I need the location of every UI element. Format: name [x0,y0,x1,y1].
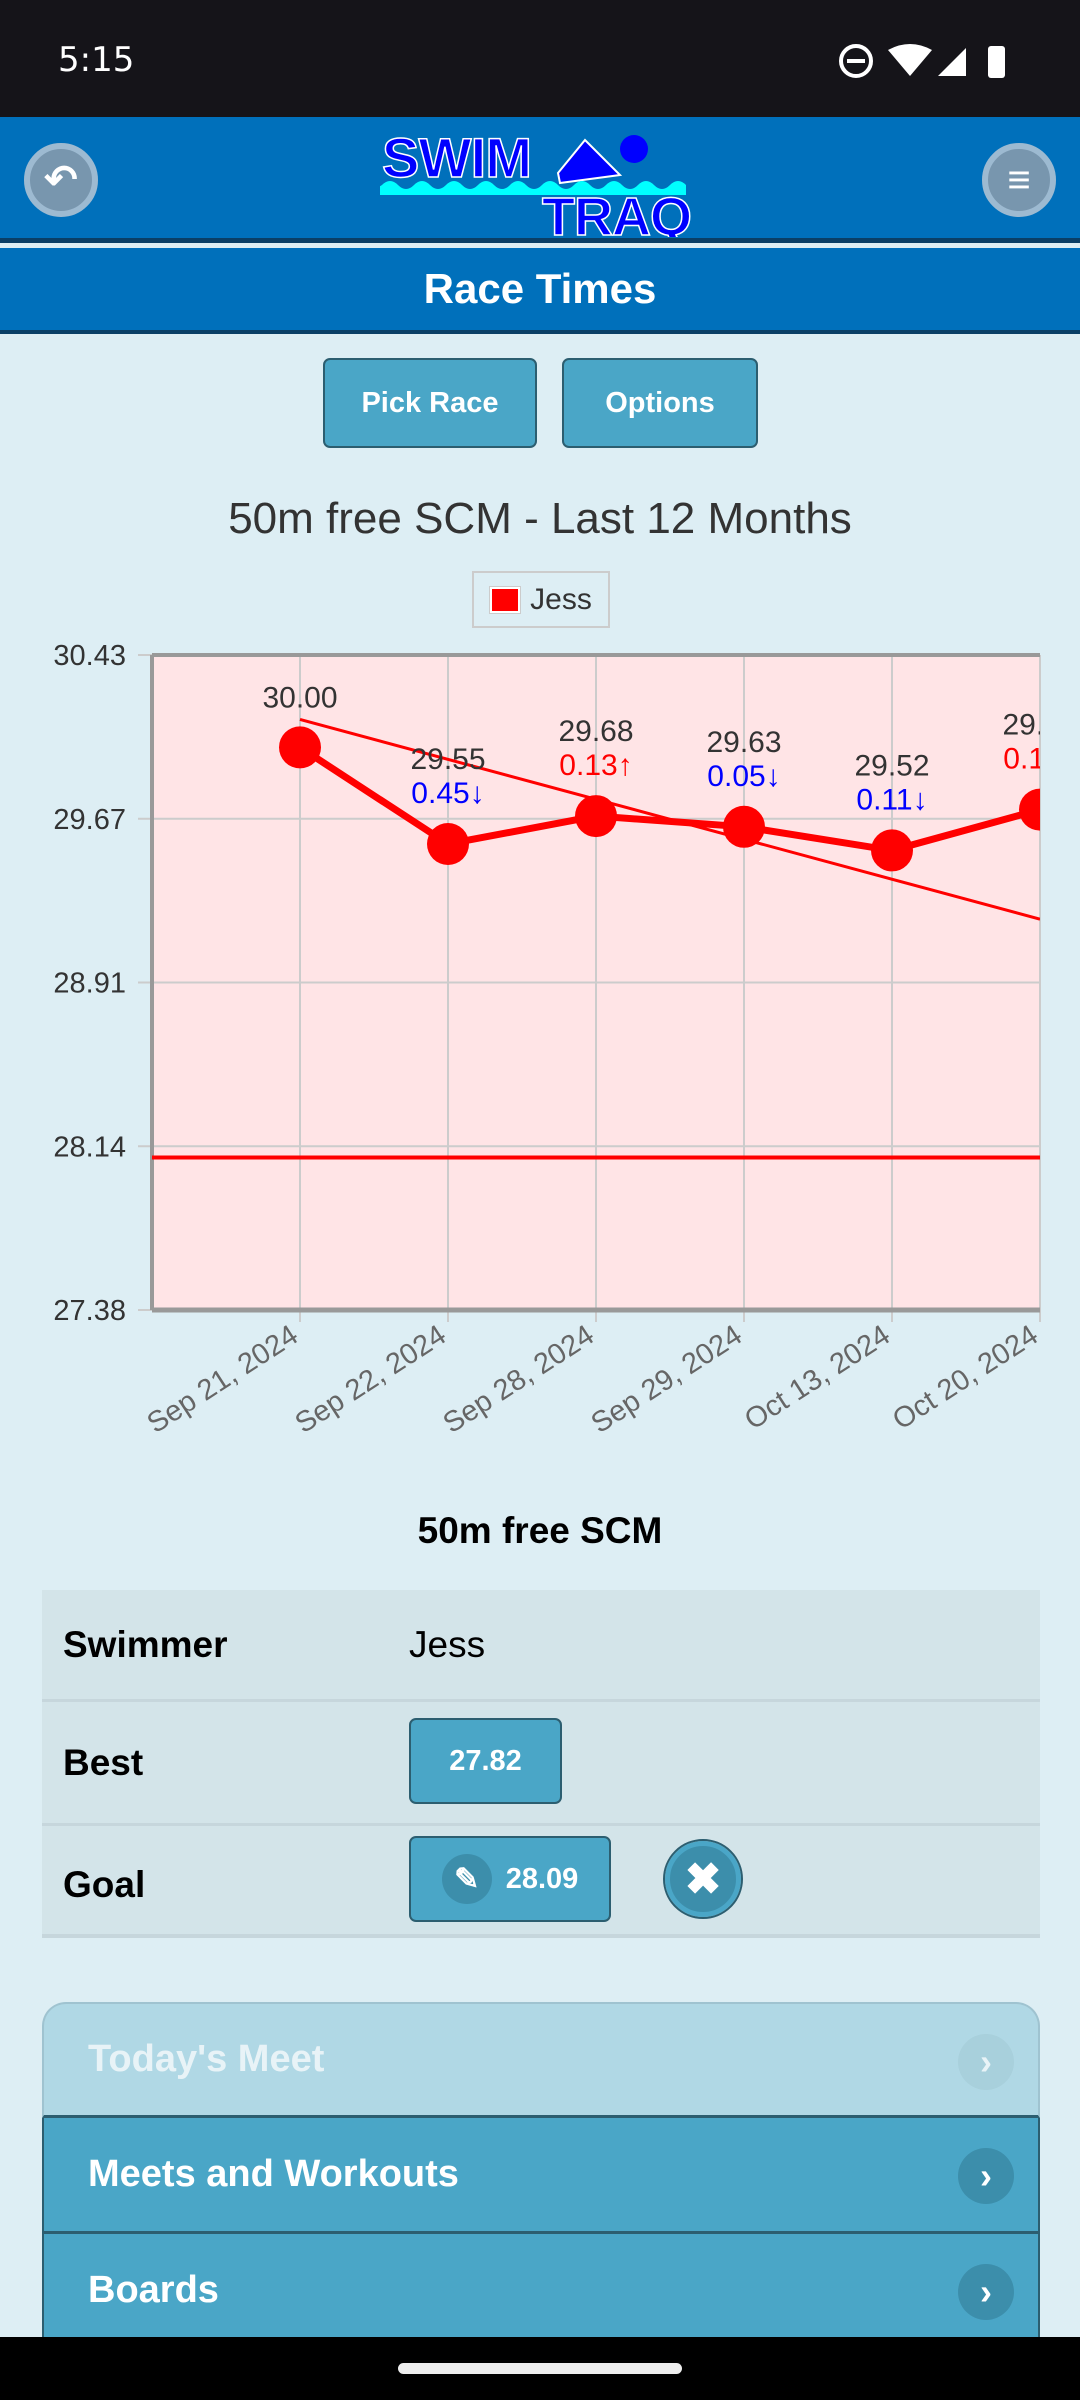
options-button[interactable]: Options [562,358,758,448]
clock: 5:15 [58,40,135,80]
best-label: Best [63,1742,144,1783]
menu-item-meets-and-workouts[interactable]: Meets and Workouts › [42,2118,1040,2234]
battery-icon [988,46,1005,78]
best-row: Best 27.82 [42,1702,1040,1826]
signal-icon [938,48,966,76]
menu-item-label: Today's Meet [88,2038,325,2080]
chevron-right-icon: › [958,2264,1014,2320]
hamburger-icon: ≡ [1007,157,1031,202]
y-tick-label: 29.67 [53,804,126,836]
pick-race-button[interactable]: Pick Race [323,358,537,448]
home-handle[interactable] [398,2363,682,2374]
delta-label: 0.13↑ [559,749,632,782]
edit-goal-button[interactable]: ✎ 28.09 [409,1836,611,1922]
x-tick-label: Sep 21, 2024 [142,1319,304,1440]
status-icons [839,44,1005,78]
undo-icon: ↶ [44,158,78,202]
app-header: ↶ SWIM TRAQ ≡ [0,117,1080,243]
swimmer-row: Swimmer Jess [42,1590,1040,1702]
svg-text:SWIM: SWIM [382,126,532,189]
goal-label: Goal [63,1864,146,1905]
y-tick-label: 27.38 [53,1295,126,1327]
wifi-icon [888,44,932,76]
pencil-icon: ✎ [441,1854,492,1904]
svg-text:TRAQ: TRAQ [542,187,692,237]
data-point [1019,788,1040,831]
delta-label: 0.11↓ [856,783,927,816]
y-tick-label: 28.14 [53,1131,126,1163]
menu-item-todays-meet[interactable]: Today's Meet › [42,2002,1040,2118]
y-tick-label: 28.91 [53,968,126,1000]
x-tick-label: Sep 22, 2024 [290,1319,452,1440]
goal-row: Goal ✎ 28.09 ✖ [42,1826,1040,1938]
legend-swatch [489,585,522,614]
value-label: 29.63 [706,726,781,759]
data-point [723,805,765,848]
chart-title: 50m free SCM - Last 12 Months [228,494,852,543]
x-tick-label: Sep 28, 2024 [438,1319,600,1440]
clear-goal-button[interactable]: ✖ [663,1839,743,1919]
value-label: 29.68 [558,715,633,748]
nav-menu: Today's Meet › Meets and Workouts › Boards… [42,2002,1040,2350]
close-icon: ✖ [684,1854,722,1904]
dnd-icon [839,44,873,78]
race-details-table: Swimmer Jess Best 27.82 Goal ✎ 28.09 ✖ [42,1590,1040,1938]
menu-item-label: Meets and Workouts [88,2153,459,2195]
value-label: 30.00 [262,681,337,714]
value-label: 29.52 [854,749,929,782]
race-title: 50m free SCM [417,1510,663,1551]
delta-label: 0.45↓ [411,777,484,810]
swimmer-label: Swimmer [63,1624,228,1665]
status-bar: 5:15 [0,0,1080,117]
series-group: 30.00 29.550.45↓ 29.680.13↑ 29.630.05↓ 29.52… [152,681,1077,1160]
y-tick-label: 30.43 [53,640,126,672]
data-point [427,822,469,865]
data-point [575,795,617,838]
value-label: 29.71 [1002,709,1077,742]
menu-button[interactable]: ≡ [982,143,1056,217]
menu-item-boards[interactable]: Boards › [42,2234,1040,2350]
x-tick-label: Oct 20, 2024 [887,1319,1044,1436]
swimtraq-logo: SWIM TRAQ [380,125,693,237]
chart-legend[interactable]: Jess [472,571,610,628]
data-point [871,829,913,872]
system-nav-bar [0,2337,1080,2400]
delta-label: 0.05↓ [707,760,780,793]
series-line-jess [298,744,1040,855]
chevron-right-icon: › [958,2034,1014,2090]
data-point [279,726,321,769]
goal-time: 28.09 [505,1862,579,1895]
chevron-right-icon: › [958,2148,1014,2204]
back-button[interactable]: ↶ [24,143,98,217]
value-label: 29.55 [410,743,485,776]
swimmer-name: Jess [409,1624,486,1665]
x-tick-label: Oct 13, 2024 [739,1319,896,1436]
legend-label: Jess [530,582,592,616]
menu-item-label: Boards [88,2269,219,2311]
delta-label: 0.19↑ [1003,743,1076,776]
best-time-button[interactable]: 27.82 [409,1718,562,1804]
x-tick-label: Sep 29, 2024 [586,1319,748,1440]
page-title: Race Times [0,248,1080,334]
